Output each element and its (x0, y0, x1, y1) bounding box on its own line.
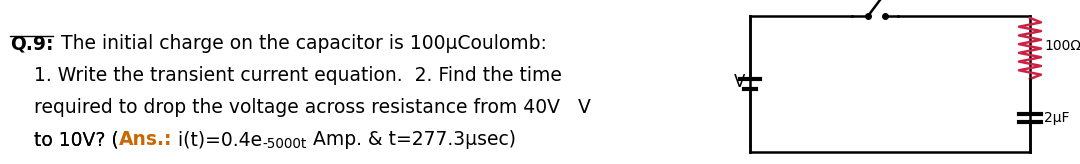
Text: 2μF: 2μF (1044, 111, 1069, 125)
Text: to 10V? (: to 10V? ( (10, 130, 119, 149)
Text: -5000t: -5000t (262, 137, 307, 151)
Text: V: V (733, 73, 745, 91)
Text: Q.9:: Q.9: (10, 34, 54, 53)
Text: Ans.:: Ans.: (119, 130, 172, 149)
Text: to 10V? (: to 10V? ( (10, 130, 119, 149)
Text: 100Ω: 100Ω (1044, 40, 1080, 53)
Text: The initial charge on the capacitor is 100μCoulomb:: The initial charge on the capacitor is 1… (55, 34, 546, 53)
Text: required to drop the voltage across resistance from 40V   V: required to drop the voltage across resi… (10, 98, 591, 117)
Text: Amp. & t=277.3μsec): Amp. & t=277.3μsec) (307, 130, 515, 149)
Text: 1. Write the transient current equation.  2. Find the time: 1. Write the transient current equation.… (10, 66, 562, 85)
Text: i(t)=0.4e: i(t)=0.4e (172, 130, 262, 149)
